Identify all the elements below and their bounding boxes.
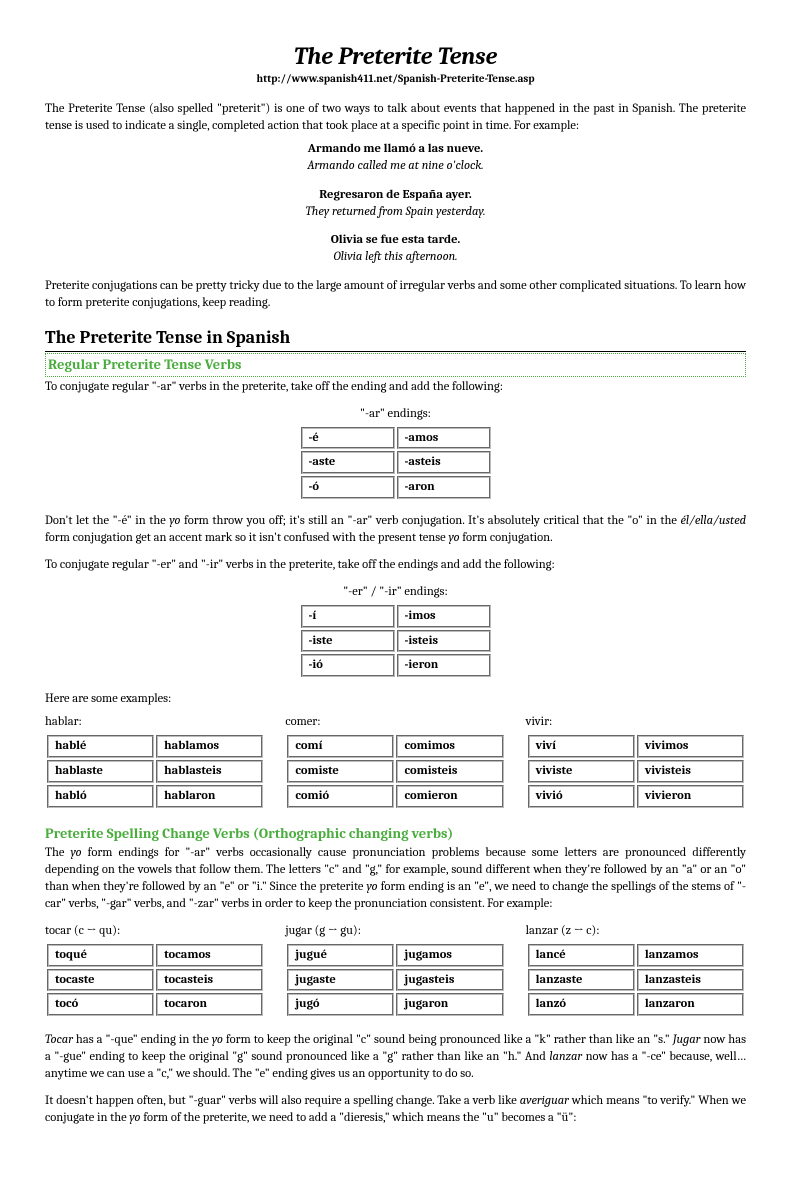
table-cell: -iste — [301, 630, 395, 653]
examples-lead: Here are some examples: — [45, 691, 746, 708]
table-cell: comiste — [287, 760, 394, 783]
table-cell: -í — [301, 605, 395, 628]
table-cell: -ieron — [397, 654, 491, 677]
table-cell: viviste — [528, 760, 635, 783]
table-cell: -amos — [397, 427, 491, 450]
table-cell: lanzaste — [528, 969, 635, 992]
table-cell: tocaste — [47, 969, 154, 992]
table-cell: hablasteis — [156, 760, 263, 783]
subsection-heading-regular: Regular Preterite Tense Verbs — [45, 353, 746, 377]
lanzar-table: lancélanzamos lanzastelanzasteis lanzóla… — [526, 942, 746, 1019]
guar-explain: It doesn't happen often, but "-guar" ver… — [45, 1093, 746, 1127]
page-title: The Preterite Tense — [45, 40, 746, 72]
vivir-table: vivívivimos vivistevivisteis vivióvivier… — [526, 733, 746, 810]
table-cell: hablaste — [47, 760, 154, 783]
table-cell: tocamos — [156, 944, 263, 967]
table-cell: vivisteis — [637, 760, 744, 783]
comer-table: comícomimos comistecomisteis comiócomier… — [285, 733, 505, 810]
table-cell: comieron — [396, 785, 503, 808]
tocar-explain: Tocar has a "-que" ending in the yo form… — [45, 1032, 746, 1083]
table-cell: jugó — [287, 993, 394, 1016]
table-cell: -aste — [301, 451, 395, 474]
table-cell: viví — [528, 735, 635, 758]
table-cell: jugasteis — [396, 969, 503, 992]
table-cell: jugamos — [396, 944, 503, 967]
table-cell: -asteis — [397, 451, 491, 474]
intro-paragraph: The Preterite Tense (also spelled "prete… — [45, 101, 746, 135]
table-cell: lancé — [528, 944, 635, 967]
example-3: Olivia se fue esta tarde. Olivia left th… — [45, 232, 746, 266]
table-cell: jugué — [287, 944, 394, 967]
table-cell: hablaron — [156, 785, 263, 808]
ar-endings-table: -é-amos -aste-asteis -ó-aron — [299, 425, 493, 502]
table-cell: vivimos — [637, 735, 744, 758]
table-cell: tocaron — [156, 993, 263, 1016]
example-spanish: Regresaron de España ayer. — [45, 187, 746, 204]
table-cell: comí — [287, 735, 394, 758]
table-cell: comió — [287, 785, 394, 808]
table-cell: habló — [47, 785, 154, 808]
erir-lead: To conjugate regular "-er" and "-ir" ver… — [45, 557, 746, 574]
table-cell: hablamos — [156, 735, 263, 758]
regular-lead: To conjugate regular "-ar" verbs in the … — [45, 379, 746, 396]
table-cell: vivieron — [637, 785, 744, 808]
section-heading: The Preterite Tense in Spanish — [45, 326, 746, 352]
table-cell: comimos — [396, 735, 503, 758]
intro-paragraph-2: Preterite conjugations can be pretty tri… — [45, 278, 746, 312]
jugar-table: juguéjugamos jugastejugasteis jugójugaro… — [285, 942, 505, 1019]
table-cell: -aron — [397, 476, 491, 499]
table-cell: jugaste — [287, 969, 394, 992]
example-spanish: Olivia se fue esta tarde. — [45, 232, 746, 249]
lanzar-caption: lanzar (z → c): — [526, 923, 746, 940]
example-spanish: Armando me llamó a las nueve. — [45, 141, 746, 158]
vivir-caption: vivir: — [526, 714, 746, 731]
table-cell: lanzasteis — [637, 969, 744, 992]
example-english: Olivia left this afternoon. — [45, 249, 746, 266]
ar-endings-caption: "-ar" endings: — [45, 406, 746, 423]
erir-endings-caption: "-er" / "-ir" endings: — [45, 584, 746, 601]
example-english: Armando called me at nine o'clock. — [45, 158, 746, 175]
example-english: They returned from Spain yesterday. — [45, 204, 746, 221]
jugar-caption: jugar (g → gu): — [285, 923, 505, 940]
table-cell: comisteis — [396, 760, 503, 783]
tocar-table: toquétocamos tocastetocasteis tocótocaro… — [45, 942, 265, 1019]
table-cell: jugaron — [396, 993, 503, 1016]
table-cell: lanzó — [528, 993, 635, 1016]
table-cell: -isteis — [397, 630, 491, 653]
table-cell: -imos — [397, 605, 491, 628]
example-1: Armando me llamó a las nueve. Armando ca… — [45, 141, 746, 175]
spelling-conjugation-row: tocar (c → qu): toquétocamos tocastetoca… — [45, 923, 746, 1019]
example-conjugation-row: hablar: habléhablamos hablastehablasteis… — [45, 714, 746, 810]
table-cell: tocó — [47, 993, 154, 1016]
table-cell: hablé — [47, 735, 154, 758]
tocar-caption: tocar (c → qu): — [45, 923, 265, 940]
table-cell: vivió — [528, 785, 635, 808]
source-url: http://www.spanish411.net/Spanish-Preter… — [45, 72, 746, 87]
comer-caption: comer: — [285, 714, 505, 731]
table-cell: lanzaron — [637, 993, 744, 1016]
table-cell: -ó — [301, 476, 395, 499]
table-cell: lanzamos — [637, 944, 744, 967]
table-cell: -é — [301, 427, 395, 450]
hablar-caption: hablar: — [45, 714, 265, 731]
accent-note: Don't let the "-é" in the yo form throw … — [45, 513, 746, 547]
hablar-table: habléhablamos hablastehablasteis hablóha… — [45, 733, 265, 810]
subsection-heading-spelling: Preterite Spelling Change Verbs (Orthogr… — [45, 824, 746, 844]
table-cell: toqué — [47, 944, 154, 967]
table-cell: tocasteis — [156, 969, 263, 992]
erir-endings-table: -í-imos -iste-isteis -ió-ieron — [299, 603, 493, 680]
spelling-lead: The yo form endings for "-ar" verbs occa… — [45, 845, 746, 913]
example-2: Regresaron de España ayer. They returned… — [45, 187, 746, 221]
table-cell: -ió — [301, 654, 395, 677]
